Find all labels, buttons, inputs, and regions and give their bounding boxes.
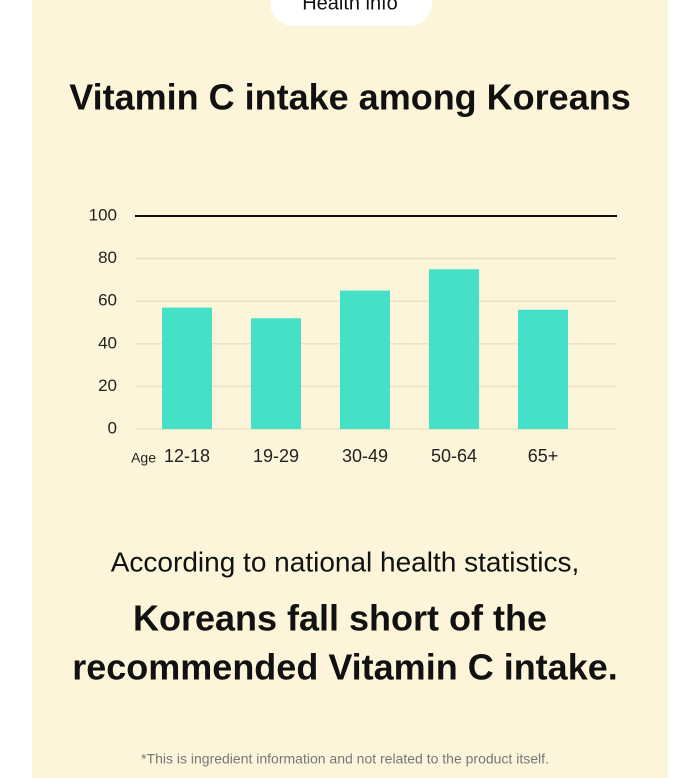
headline: recommended Vitamin C intake. — [72, 647, 618, 688]
plot: 0 20 40 60 80 100 12-18 19-29 30-49 50-64 65+ Age — [89, 205, 617, 466]
bar — [429, 269, 479, 429]
badge — [270, 0, 432, 26]
bar — [340, 290, 390, 429]
x-tick-label: 50-64 — [431, 446, 477, 466]
x-axis-label: Age — [131, 450, 156, 466]
y-tick-label: 0 — [108, 418, 117, 437]
bar — [518, 309, 568, 429]
bar — [162, 307, 212, 429]
badge-label: Health info — [302, 0, 398, 14]
y-tick-label: 100 — [89, 205, 117, 224]
x-tick-label: 12-18 — [164, 446, 210, 466]
x-tick-label: 19-29 — [253, 446, 299, 466]
x-tick-label: 65+ — [528, 446, 559, 466]
y-tick-label: 20 — [98, 376, 117, 395]
footnote: *This is ingredient information and not … — [141, 751, 549, 767]
y-tick-label: 40 — [98, 333, 117, 352]
intro-text: According to national health statistics, — [111, 546, 579, 577]
chart-title: Vitamin C intake among Koreans — [69, 77, 630, 118]
x-tick-label: 30-49 — [342, 446, 388, 466]
y-tick-label: 60 — [98, 291, 117, 310]
bar — [251, 318, 301, 429]
y-tick-label: 80 — [98, 248, 117, 267]
headline: Koreans fall short of the — [133, 598, 547, 639]
